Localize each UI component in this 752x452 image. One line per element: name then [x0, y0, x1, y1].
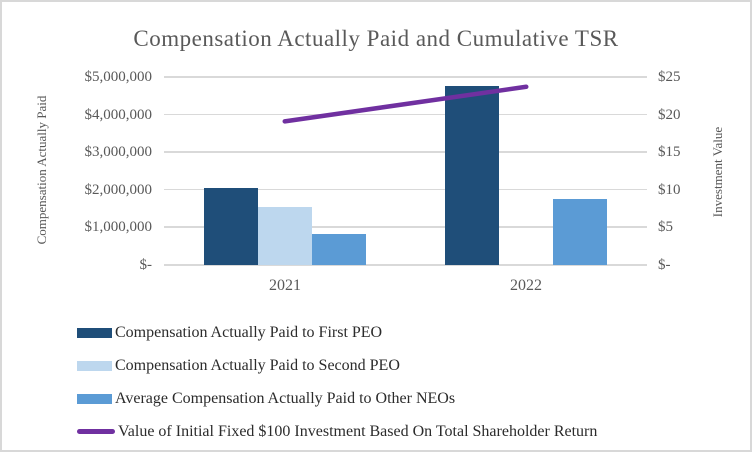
tsr-line	[282, 84, 529, 124]
plot-area	[164, 76, 647, 266]
gridline	[164, 151, 647, 153]
left-axis-tick: $-	[139, 257, 153, 273]
legend-item-other-neos: Average Compensation Actually Paid to Ot…	[77, 382, 597, 415]
left-axis-title: Compensation Actually Paid	[34, 95, 49, 245]
gridline	[164, 188, 647, 191]
right-axis-tick: $25	[658, 69, 681, 85]
left-axis-tick: $1,000,000	[84, 219, 153, 235]
legend-label: Value of Initial Fixed $100 Investment B…	[118, 422, 598, 440]
right-axis-tick: $15	[658, 144, 681, 160]
bar-other-neos-2021	[311, 234, 366, 265]
gridline	[164, 226, 647, 228]
left-axis-tick: $2,000,000	[84, 182, 153, 198]
legend-label: Average Compensation Actually Paid to Ot…	[115, 389, 456, 407]
right-axis-tick: $5	[658, 219, 673, 235]
legend-swatch-second-peo	[77, 360, 112, 371]
left-axis-tick: $3,000,000	[84, 144, 153, 160]
bar-second-peo-2021	[257, 206, 312, 265]
x-axis-label-2022: 2022	[510, 277, 542, 294]
legend: Compensation Actually Paid to First PEO …	[77, 316, 597, 448]
left-axis-tick: $5,000,000	[84, 69, 153, 85]
bar-other-neos-2022	[553, 199, 608, 265]
gridline	[164, 264, 647, 266]
right-axis-title: Investment Value	[710, 126, 725, 218]
legend-label: Compensation Actually Paid to Second PEO	[115, 356, 400, 374]
bar-first-peo-2022	[445, 86, 500, 265]
right-axis-tick: $20	[658, 107, 681, 123]
legend-item-second-peo: Compensation Actually Paid to Second PEO	[77, 349, 597, 382]
legend-item-first-peo: Compensation Actually Paid to First PEO	[77, 316, 597, 349]
bar-first-peo-2021	[203, 187, 258, 265]
legend-swatch-first-peo	[77, 327, 112, 338]
legend-swatch-tsr-line-icon	[77, 429, 115, 434]
left-axis-tick: $4,000,000	[84, 107, 153, 123]
right-axis-tick: $10	[658, 182, 681, 198]
right-axis-tick: $-	[658, 257, 671, 273]
legend-swatch-other-neos	[77, 393, 112, 404]
gridline	[164, 113, 647, 116]
gridline	[164, 76, 647, 78]
legend-item-tsr-line: Value of Initial Fixed $100 Investment B…	[77, 415, 597, 448]
legend-label: Compensation Actually Paid to First PEO	[115, 323, 383, 341]
chart-title: Compensation Actually Paid and Cumulativ…	[133, 26, 619, 51]
x-axis-label-2021: 2021	[269, 277, 301, 294]
